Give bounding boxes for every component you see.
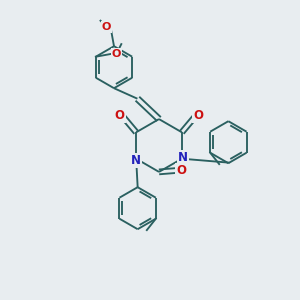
Text: N: N	[131, 154, 141, 167]
Text: O: O	[176, 164, 187, 177]
Text: O: O	[102, 22, 111, 32]
Text: O: O	[194, 109, 203, 122]
Text: O: O	[112, 49, 121, 59]
Text: O: O	[115, 109, 124, 122]
Text: N: N	[178, 151, 188, 164]
